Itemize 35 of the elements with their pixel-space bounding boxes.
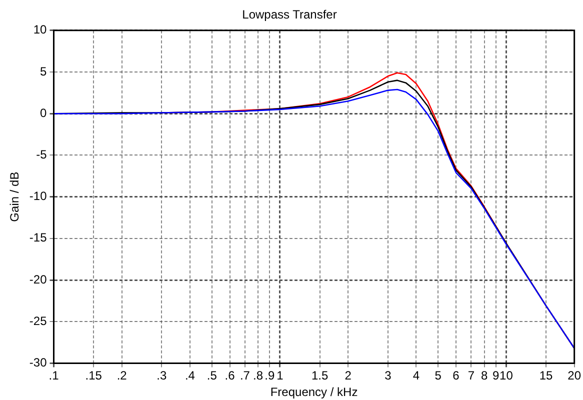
- x-tick-label: .15: [85, 368, 102, 383]
- x-tick-label: .6: [224, 368, 236, 383]
- x-tick-label: 5: [434, 368, 442, 383]
- x-tick-label: 2: [344, 368, 352, 383]
- x-tick-label: 9: [492, 368, 500, 383]
- y-tick-label: 0: [40, 106, 48, 120]
- x-tick-label: 15: [539, 368, 554, 383]
- x-tick-label: .3: [156, 368, 168, 383]
- x-tick-label: .9: [264, 368, 275, 383]
- y-tick-label: -15: [29, 230, 48, 245]
- x-tick-label: .5: [206, 368, 218, 383]
- y-tick-label: -20: [29, 272, 48, 286]
- x-tick-label: 4: [412, 368, 420, 383]
- x-tick-label: 1: [276, 368, 284, 383]
- x-tick-label: 7: [468, 368, 475, 383]
- y-tick-label: -25: [29, 314, 48, 328]
- chart-title: Lowpass Transfer: [242, 8, 337, 22]
- x-tick-label: 10: [500, 368, 514, 383]
- y-tick-label: -10: [29, 189, 48, 204]
- y-tick-label: 10: [33, 22, 48, 37]
- x-tick-label: 8: [480, 368, 488, 383]
- y-tick-label: -30: [29, 356, 48, 370]
- x-tick-label: 20: [568, 368, 582, 383]
- x-tick-label: 3: [384, 368, 392, 383]
- x-tick-label: .1: [48, 368, 60, 383]
- x-tick-label: 6: [452, 368, 460, 383]
- x-tick-label: .7: [240, 368, 250, 383]
- x-tick-label: .8: [253, 368, 264, 383]
- x-tick-label: .4: [184, 368, 196, 383]
- x-tick-label: .2: [116, 368, 128, 383]
- y-axis-title: Gain / dB: [8, 172, 22, 222]
- y-tick-label: 5: [40, 64, 48, 78]
- x-axis-title: Frequency / kHz: [270, 385, 358, 400]
- y-tick-label: -5: [36, 148, 48, 162]
- x-tick-label: 1.5: [311, 368, 328, 383]
